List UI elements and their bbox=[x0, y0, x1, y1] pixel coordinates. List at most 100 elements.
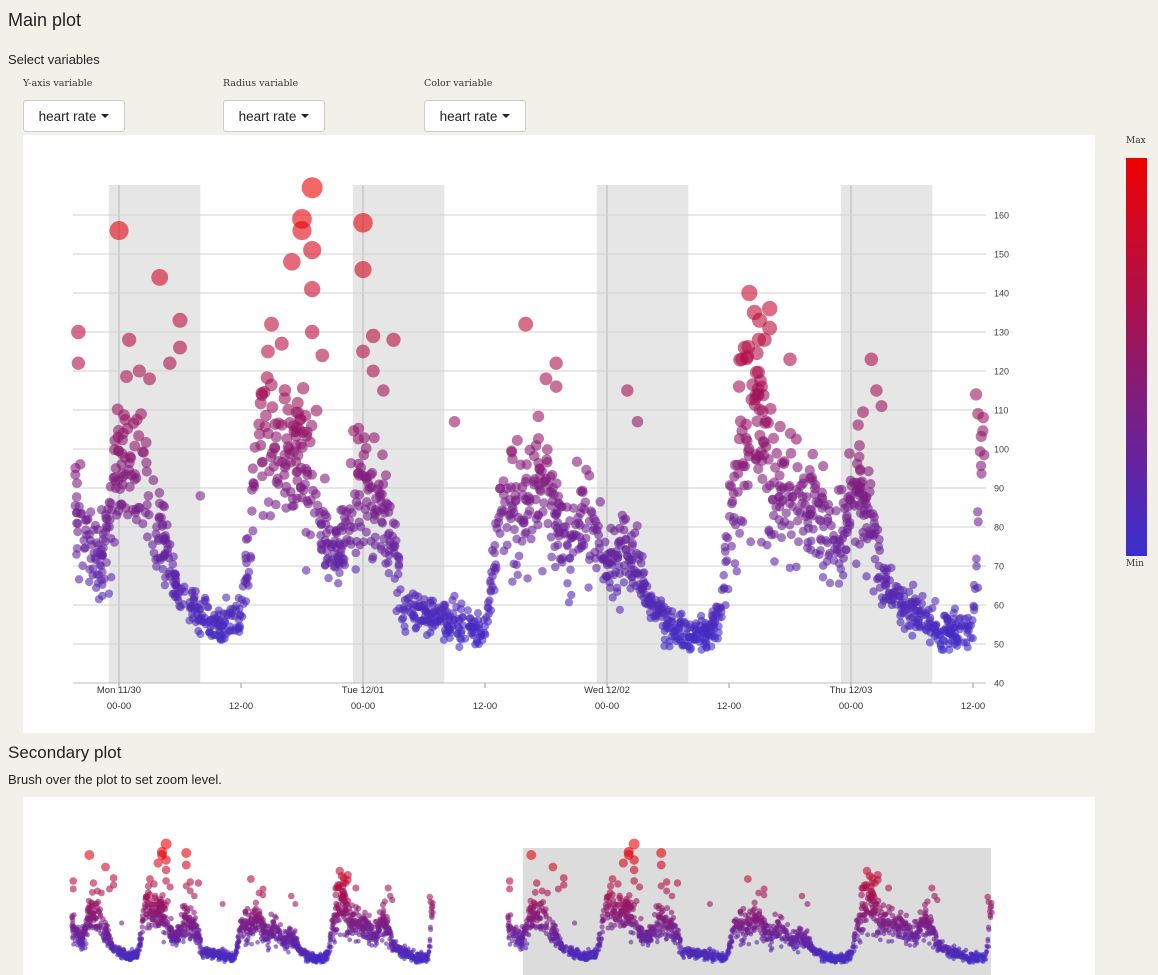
data-point bbox=[301, 527, 311, 537]
overview-point bbox=[119, 920, 125, 926]
overview-point bbox=[701, 948, 707, 954]
data-point bbox=[786, 530, 796, 540]
overview-point bbox=[252, 899, 260, 906]
data-point bbox=[396, 585, 405, 594]
data-point bbox=[784, 427, 797, 439]
overview-point bbox=[852, 930, 857, 936]
data-point bbox=[869, 587, 878, 596]
overview-point bbox=[963, 947, 969, 953]
data-point bbox=[870, 384, 883, 397]
x-tick-time-label: 12-00 bbox=[229, 701, 253, 712]
overview-point bbox=[328, 948, 333, 954]
data-point bbox=[253, 418, 265, 430]
data-point bbox=[400, 622, 409, 631]
data-point bbox=[323, 553, 333, 563]
data-point bbox=[222, 593, 231, 602]
overview-point bbox=[402, 943, 408, 949]
data-point bbox=[677, 609, 686, 618]
overview-point bbox=[203, 945, 209, 951]
y-axis-variable-dropdown[interactable]: heart rate bbox=[23, 100, 125, 132]
data-point bbox=[817, 487, 827, 498]
main-plot-panel[interactable]: 40 50 60 70 80 90 100 110 120 130 140 150 160 Mon 11/… bbox=[23, 135, 1095, 733]
overview-point bbox=[427, 898, 434, 906]
data-point bbox=[497, 505, 507, 515]
data-point bbox=[71, 356, 86, 370]
overview-point bbox=[95, 898, 102, 906]
data-point bbox=[106, 572, 116, 582]
data-point bbox=[368, 432, 380, 444]
x-tick-time-label: 00-00 bbox=[107, 701, 131, 712]
secondary-scatter-plot[interactable] bbox=[23, 797, 1095, 975]
data-point bbox=[742, 480, 753, 491]
overview-point bbox=[426, 948, 432, 954]
data-point bbox=[774, 492, 785, 502]
data-point bbox=[284, 416, 296, 429]
overview-point bbox=[427, 936, 433, 942]
data-point bbox=[160, 580, 170, 590]
overview-point bbox=[181, 847, 192, 859]
data-point bbox=[301, 566, 311, 575]
data-point bbox=[160, 531, 170, 540]
data-point bbox=[845, 475, 856, 486]
data-point bbox=[781, 508, 791, 518]
data-point bbox=[491, 560, 501, 569]
y-tick-label: 130 bbox=[994, 328, 1009, 338]
data-point bbox=[816, 534, 825, 544]
data-point bbox=[945, 645, 954, 654]
main-plot-title: Main plot bbox=[8, 10, 82, 30]
overview-point bbox=[951, 943, 957, 949]
data-point bbox=[304, 280, 321, 298]
x-tick-day-label: Wed 12/02 bbox=[584, 685, 630, 696]
overview-point bbox=[137, 935, 143, 941]
overview-point bbox=[121, 946, 126, 952]
data-point bbox=[354, 260, 372, 279]
data-point bbox=[248, 478, 259, 488]
overview-point bbox=[84, 850, 95, 860]
secondary-plot-panel[interactable] bbox=[23, 797, 1095, 975]
overview-point bbox=[352, 884, 360, 892]
data-point bbox=[891, 581, 900, 591]
data-point bbox=[724, 480, 735, 490]
data-point bbox=[109, 444, 120, 456]
data-point bbox=[116, 499, 127, 509]
data-point bbox=[141, 457, 152, 468]
data-point bbox=[696, 611, 706, 620]
data-point bbox=[722, 556, 732, 565]
data-point bbox=[106, 533, 116, 543]
y-tick-label: 70 bbox=[994, 562, 1004, 572]
data-point bbox=[72, 518, 82, 528]
data-point bbox=[359, 537, 369, 547]
data-point bbox=[255, 439, 267, 451]
data-point bbox=[137, 446, 148, 458]
data-point bbox=[131, 515, 142, 525]
x-tick-time-label: 00-00 bbox=[351, 701, 375, 712]
data-point bbox=[200, 593, 210, 602]
caret-down-icon bbox=[301, 114, 310, 118]
data-point bbox=[735, 528, 745, 538]
data-point bbox=[450, 591, 459, 601]
overview-point bbox=[160, 838, 172, 850]
data-point bbox=[342, 534, 352, 544]
data-point bbox=[104, 589, 114, 598]
data-point bbox=[399, 614, 408, 623]
color-variable-value: heart rate bbox=[439, 108, 498, 124]
data-point bbox=[351, 548, 361, 558]
data-point bbox=[120, 370, 133, 384]
data-point bbox=[874, 572, 884, 582]
color-variable-dropdown[interactable]: heart rate bbox=[424, 100, 526, 132]
radius-variable-dropdown[interactable]: heart rate bbox=[223, 100, 325, 132]
data-point bbox=[142, 500, 152, 510]
data-point bbox=[129, 440, 141, 452]
data-point bbox=[98, 591, 107, 601]
data-point bbox=[513, 570, 522, 580]
data-point bbox=[101, 521, 111, 532]
data-point bbox=[853, 451, 865, 463]
data-point bbox=[972, 408, 984, 420]
data-point bbox=[734, 415, 747, 427]
data-point bbox=[358, 432, 370, 444]
data-point bbox=[279, 469, 290, 480]
data-point bbox=[611, 546, 621, 556]
data-point bbox=[619, 578, 629, 587]
data-point bbox=[823, 513, 833, 524]
